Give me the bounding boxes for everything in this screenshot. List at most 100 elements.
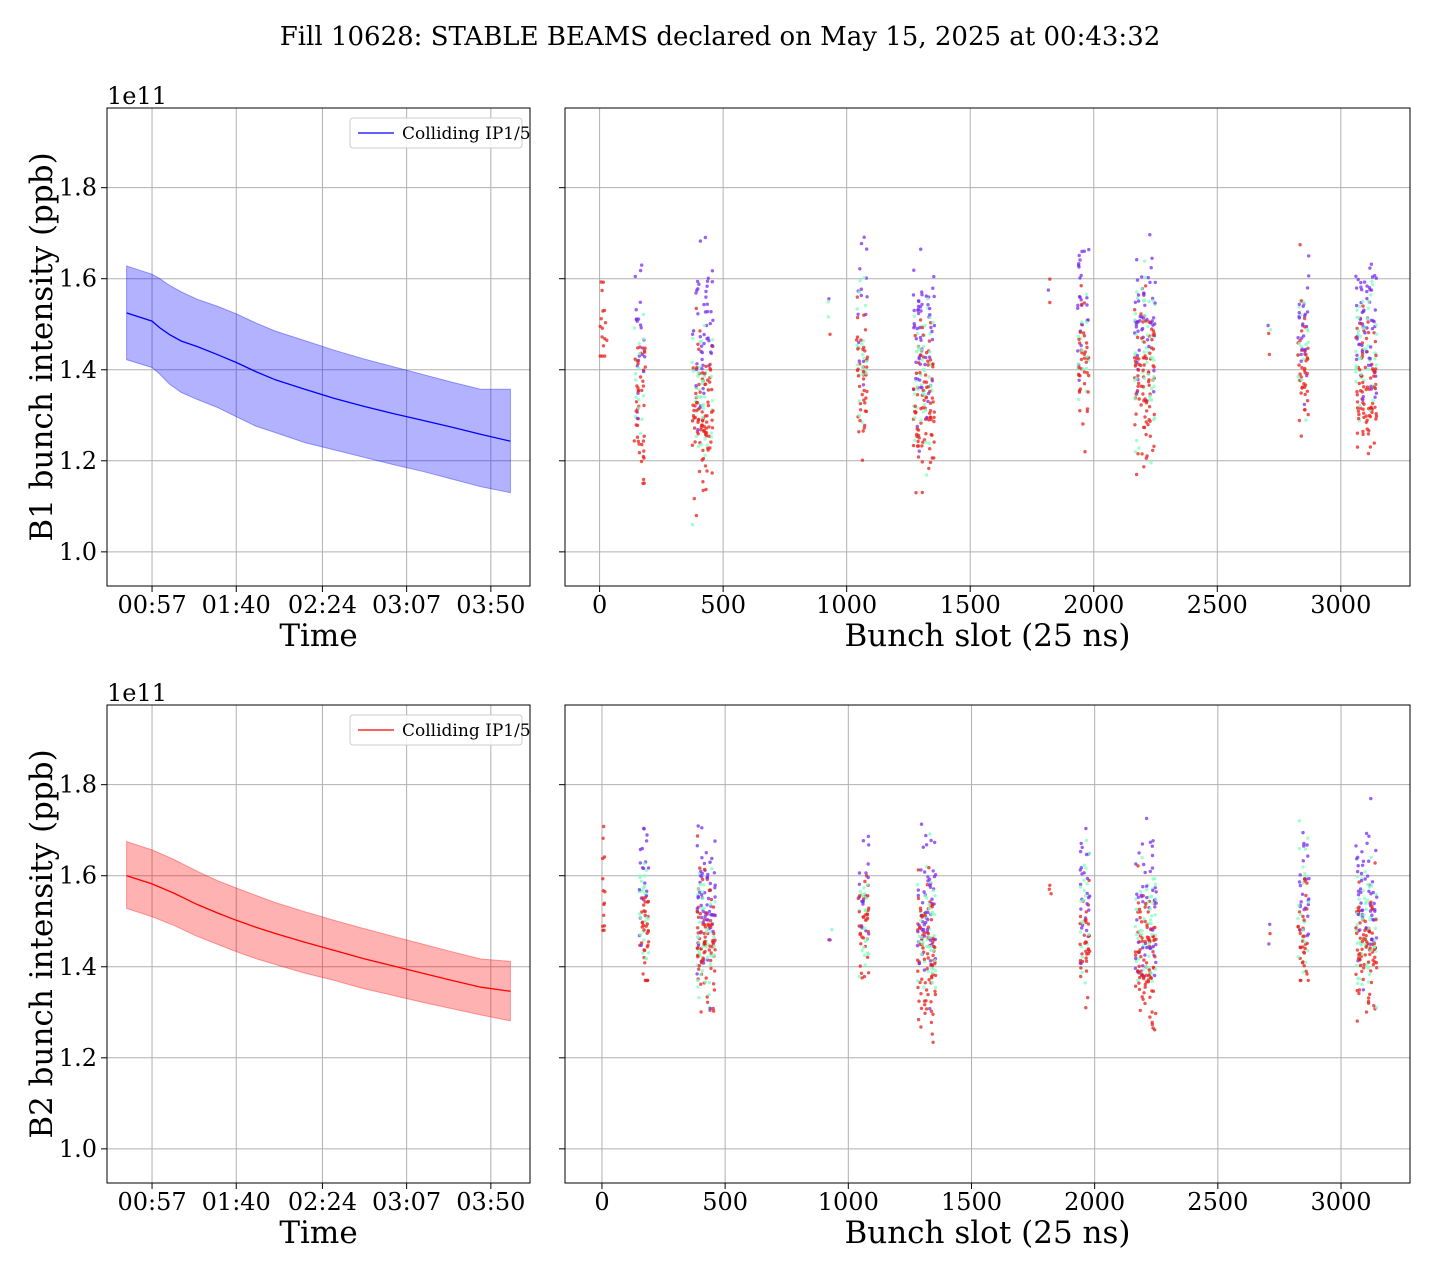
bunch-point [1371, 398, 1375, 403]
bunch-point [915, 393, 920, 397]
bunch-point [1151, 839, 1155, 843]
bunch-train [915, 822, 938, 1045]
bunch-point [1357, 991, 1361, 996]
bunch-point [1373, 861, 1377, 865]
bunch-point [1151, 1026, 1155, 1030]
bunch-point [696, 444, 701, 448]
bunch-point [1085, 345, 1089, 350]
bunch-point [915, 385, 919, 389]
bunch-point [1370, 937, 1374, 942]
bunch-point [1134, 376, 1139, 381]
bunch-point [638, 933, 643, 937]
bunch-train [695, 824, 717, 1014]
bunch-point [1362, 937, 1366, 941]
x-tick-label: 1000 [816, 591, 877, 619]
bunch-point [1361, 988, 1366, 992]
bunch-point [927, 375, 931, 379]
bunch-point [932, 415, 936, 420]
bunch-point [1367, 973, 1372, 977]
bunch-point [1150, 338, 1154, 342]
bunch-point [1080, 845, 1084, 850]
bunch-point [864, 409, 869, 414]
bunch-point [1086, 922, 1091, 926]
bunch-point [705, 309, 710, 314]
bunch-point [1372, 945, 1377, 949]
bunch-point [1366, 363, 1371, 367]
bunch-point [1367, 859, 1371, 863]
bunch-point [645, 945, 649, 949]
bunch-point [708, 881, 712, 886]
bunch-point [643, 365, 647, 369]
bunch-point [1082, 356, 1087, 360]
bunch-point [1355, 931, 1359, 936]
bunch-point [641, 384, 646, 388]
bunch-point [1135, 278, 1140, 282]
bunch-point [1369, 900, 1373, 904]
bunch-point [1151, 316, 1156, 320]
bunch-point [1084, 910, 1089, 914]
bunch-point [923, 870, 927, 874]
bunch-point [699, 1010, 703, 1014]
bunch-point [1047, 887, 1052, 891]
bunch-point [1369, 980, 1374, 985]
bunch-point [707, 992, 711, 997]
bunch-point [640, 920, 645, 924]
bunch-point [860, 342, 864, 346]
bunch-train [826, 297, 832, 336]
bunch-point [1300, 329, 1304, 333]
bunch-point [1141, 316, 1146, 320]
bunch-point [931, 1012, 935, 1016]
bunch-point [1356, 332, 1360, 336]
bunch-point [1148, 946, 1152, 950]
bunch-point [708, 321, 712, 326]
bunch-point [1300, 378, 1304, 382]
bunch-point [694, 291, 698, 295]
bunch-point [1298, 945, 1303, 950]
bunch-point [711, 318, 715, 322]
bunch-point [1363, 877, 1367, 881]
bunch-point [922, 368, 927, 372]
bunch-point [1136, 957, 1141, 961]
bunch-point [1298, 243, 1302, 247]
bunch-point [928, 447, 932, 451]
bunch-point [918, 325, 922, 330]
bunch-point [919, 338, 923, 342]
bunch-point [1374, 414, 1379, 418]
bunch-point [866, 862, 870, 866]
bunch-point [636, 386, 640, 390]
bunch-point [1371, 890, 1375, 895]
bunch-point [1371, 917, 1375, 922]
bunch-point [710, 280, 714, 284]
bunch-point [1306, 854, 1310, 858]
bunch-point [1374, 323, 1378, 327]
bunch-point [1374, 848, 1378, 853]
bunch-point [1356, 315, 1361, 320]
bunch-point [1359, 285, 1363, 289]
bunch-point [1149, 894, 1154, 899]
bunch-point [1149, 918, 1153, 922]
bunch-point [928, 313, 932, 317]
bunch-point [1306, 340, 1310, 345]
bunch-point [865, 365, 869, 369]
bunch-point [1137, 348, 1141, 352]
bunch-point [1362, 280, 1367, 284]
bunch-point [1135, 258, 1139, 262]
bunch-point [1136, 864, 1140, 868]
bunch-point [1083, 450, 1087, 454]
bunch-point [1355, 431, 1360, 435]
bunch-point [929, 1000, 933, 1004]
bunch-point [927, 418, 931, 422]
bunch-point [642, 826, 646, 831]
bunch-point [926, 363, 930, 367]
bunch-point [1373, 308, 1378, 312]
bunch-point [931, 889, 935, 893]
bunch-point [1374, 363, 1378, 367]
bunch-point [924, 896, 929, 900]
bunch-point [641, 896, 645, 900]
bunch-train [1133, 816, 1158, 1032]
bunch-point [926, 879, 930, 883]
bunch-point [1153, 905, 1157, 909]
bunch-point [858, 408, 863, 412]
bunch-point [1087, 908, 1091, 912]
bunch-point [1152, 365, 1156, 369]
